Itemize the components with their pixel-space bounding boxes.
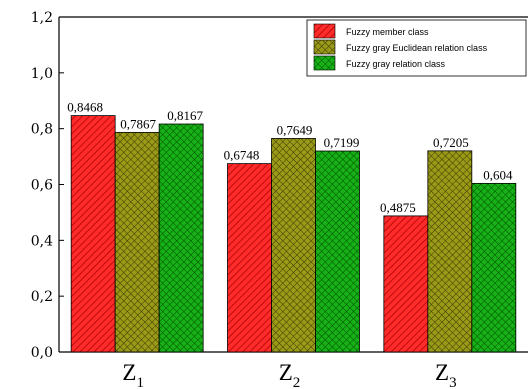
y-tick-label: 0,0 xyxy=(31,345,53,361)
legend-label-fuzzy-gray-euclidean: Fuzzy gray Euclidean relation class xyxy=(346,43,488,53)
data-label-group: 0,8468 0,7867 0,8167 0,6748 0,7649 0,7199 0,48… xyxy=(67,100,513,215)
bar xyxy=(427,150,473,353)
x-tick-label: Z1 xyxy=(122,360,144,389)
bar xyxy=(271,138,316,353)
x-tick-label: Z2 xyxy=(279,360,301,389)
bar xyxy=(70,115,116,353)
data-label: 0,7199 xyxy=(324,135,360,150)
bar xyxy=(315,150,360,353)
data-label: 0,8468 xyxy=(67,100,103,115)
legend-box xyxy=(306,19,527,77)
data-label: 0,7649 xyxy=(277,122,313,137)
bar xyxy=(471,182,517,353)
data-label: 0,7867 xyxy=(120,116,156,131)
y-tick-label: 0,6 xyxy=(31,178,53,194)
data-label: 0,4875 xyxy=(380,200,416,215)
legend-swatch-fuzzy-member xyxy=(313,23,336,39)
bar-series-group xyxy=(70,115,517,353)
data-label: 0,8167 xyxy=(167,108,203,123)
legend-label-fuzzy-member: Fuzzy member class xyxy=(346,27,429,37)
bar xyxy=(227,163,272,353)
data-label: 0,7205 xyxy=(433,135,469,150)
y-tick-label: 0,8 xyxy=(31,122,53,138)
y-tick-label: 0,4 xyxy=(31,233,53,249)
data-label: 0,6748 xyxy=(224,148,260,163)
y-axis: 0,0 0,2 0,4 0,6 0,8 1,0 1,2 xyxy=(31,10,64,361)
legend-swatch-fuzzy-gray-relation xyxy=(313,55,336,71)
legend-label-fuzzy-gray-relation: Fuzzy gray relation class xyxy=(346,59,446,69)
legend: Fuzzy member class Fuzzy gray Euclidean … xyxy=(306,19,527,77)
y-tick-label: 0,2 xyxy=(31,289,53,305)
y-tick-label: 1,2 xyxy=(31,10,53,26)
x-axis: Z1 Z2 Z3 xyxy=(122,347,457,389)
bar xyxy=(114,131,160,353)
bar xyxy=(383,215,429,353)
legend-swatch-fuzzy-gray-euclidean xyxy=(313,39,336,55)
y-tick-label: 1,0 xyxy=(31,66,53,82)
x-tick-label: Z3 xyxy=(435,360,457,389)
bar xyxy=(158,123,204,353)
data-label: 0,604 xyxy=(483,167,513,182)
